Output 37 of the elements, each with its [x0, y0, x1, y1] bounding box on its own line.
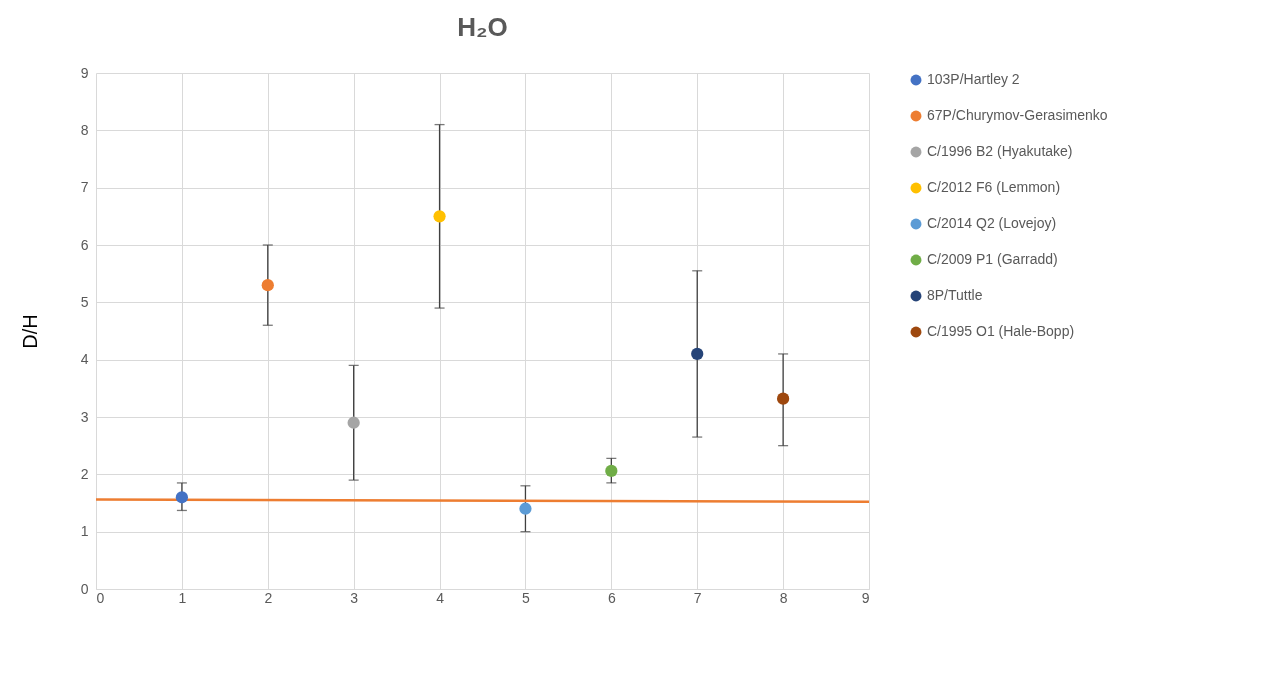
point — [175, 491, 189, 504]
legend-label: C/1995 O1 (Hale-Bopp) — [927, 323, 1075, 339]
legend-label: 103P/Hartley 2 — [927, 71, 1020, 87]
point — [347, 416, 360, 429]
y-tick-label: 2 — [80, 465, 89, 482]
legend-label: C/2014 Q2 (Lovejoy) — [927, 215, 1057, 231]
legend-label: C/1996 B2 (Hyakutake) — [927, 143, 1073, 159]
point — [776, 392, 790, 405]
point — [261, 279, 274, 292]
y-tick-label: 6 — [80, 236, 89, 253]
point — [605, 464, 618, 478]
legend-label: C/2012 F6 (Lemmon) — [927, 179, 1061, 195]
y-tick-label: 1 — [80, 523, 89, 540]
x-tick-label: 8 — [779, 589, 788, 606]
x-tick-label: 7 — [693, 589, 702, 606]
x-tick-label: 9 — [861, 589, 870, 606]
y-tick-label: 4 — [80, 351, 89, 368]
y-tick-label: 7 — [80, 179, 89, 196]
legend-label: 8P/Tuttle — [927, 287, 983, 303]
point — [433, 210, 446, 223]
legend-label: C/2009 P1 (Garradd) — [927, 251, 1058, 267]
x-tick-label: 6 — [607, 589, 616, 606]
y-tick-label: 3 — [80, 408, 89, 425]
chart-title: H₂O — [457, 12, 508, 42]
x-tick-label: 4 — [436, 589, 445, 606]
x-tick-label: 1 — [178, 589, 187, 606]
point — [519, 502, 532, 515]
y-tick-label: 9 — [80, 64, 89, 81]
legend-label: 67P/Churymov-Gerasimenko — [927, 107, 1108, 123]
point — [691, 347, 704, 361]
x-tick-label: 3 — [350, 589, 359, 606]
y-tick-label: 5 — [80, 293, 89, 310]
x-tick-label: 0 — [96, 589, 105, 606]
x-tick-label: 5 — [522, 589, 531, 606]
y-tick-label: 8 — [80, 121, 89, 138]
y-axis-title: D/H — [18, 314, 41, 349]
x-tick-label: 2 — [264, 589, 273, 606]
